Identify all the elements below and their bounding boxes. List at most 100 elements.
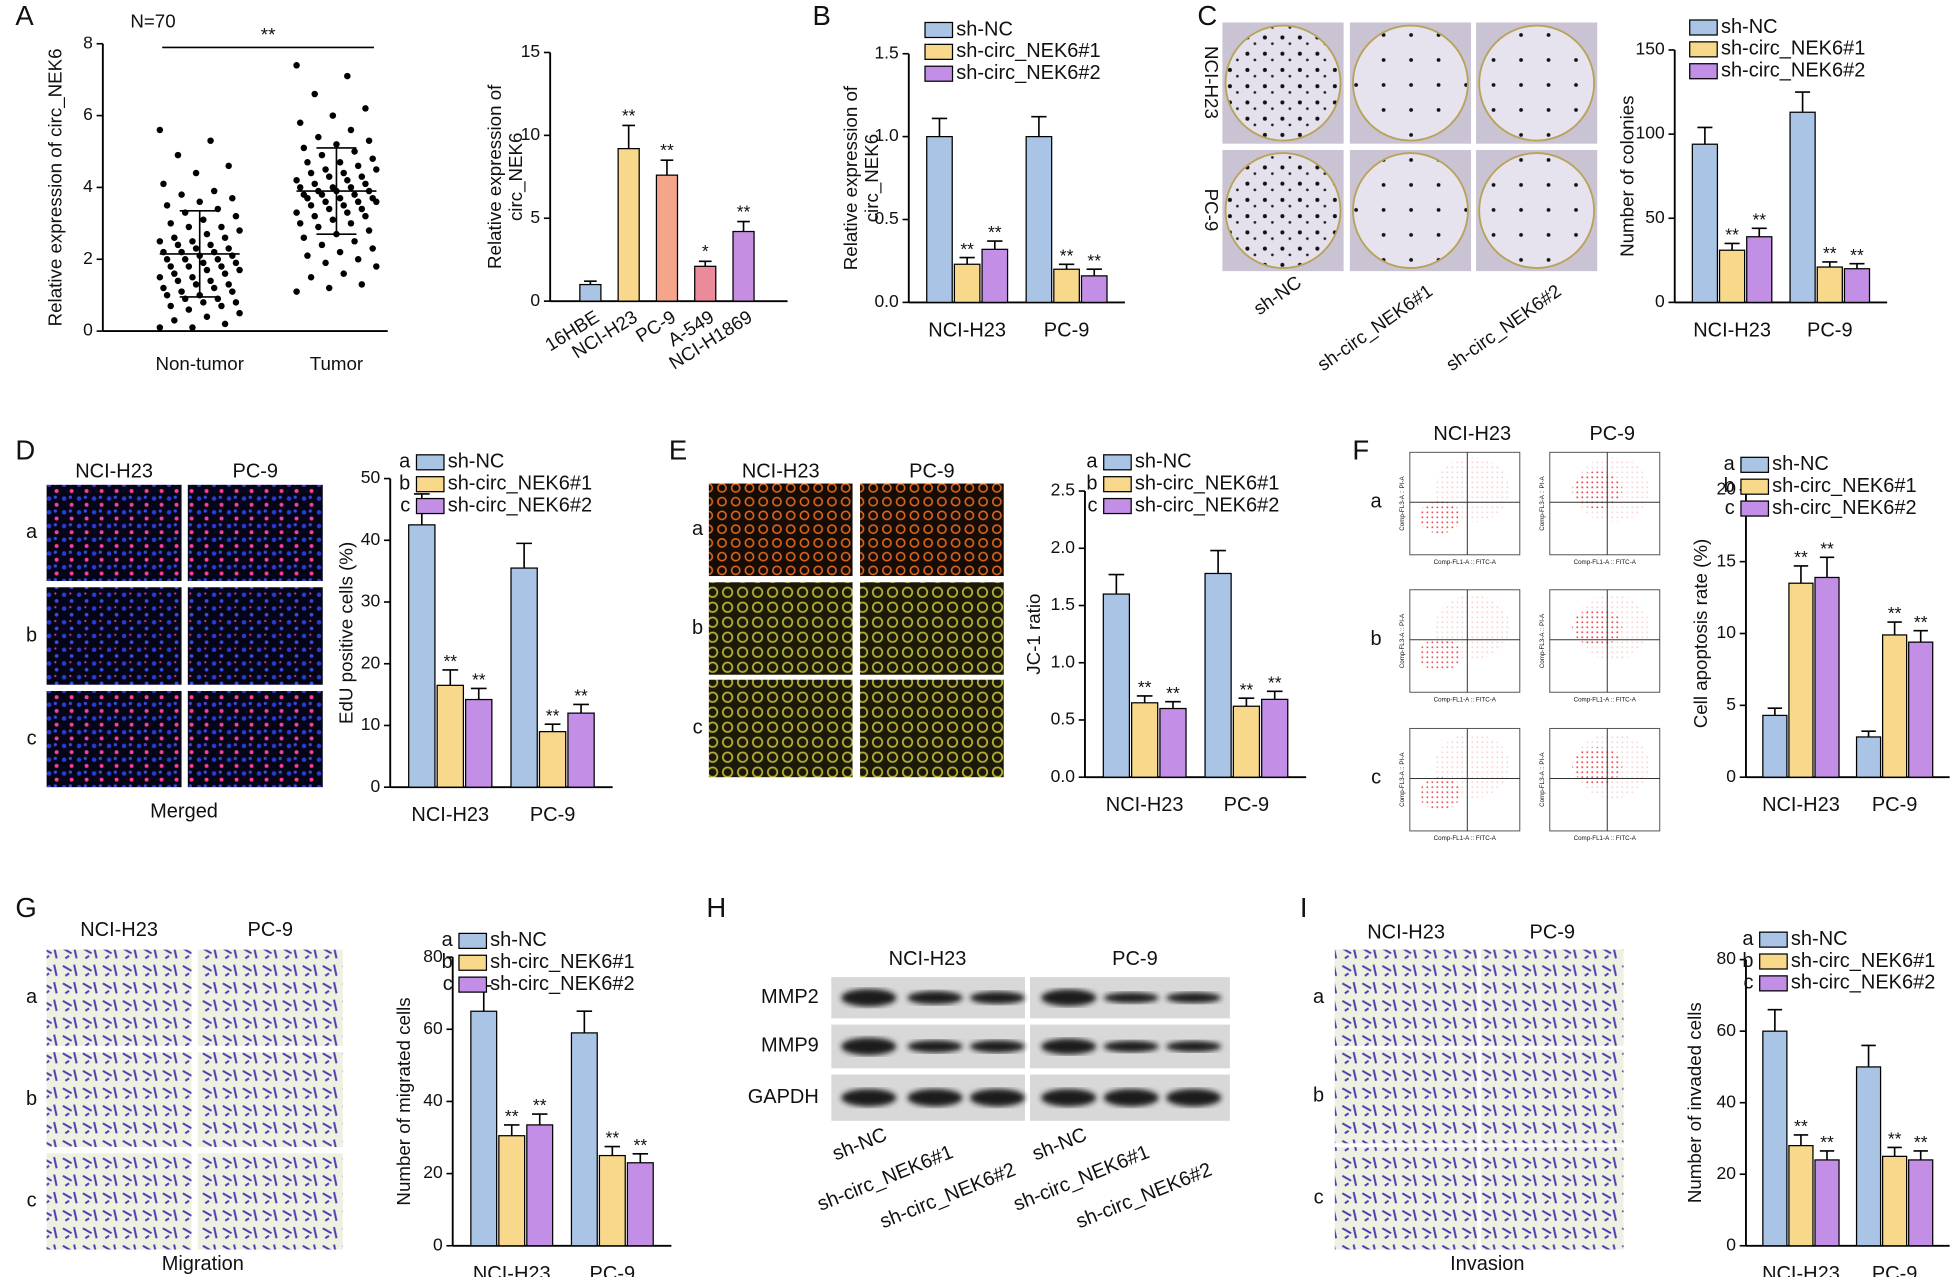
y-axis-label: circ_NEK6 — [861, 134, 883, 222]
blot-band — [1166, 1041, 1222, 1052]
data-point — [185, 223, 193, 231]
blot-band — [841, 988, 897, 1007]
panel-letter: C — [1197, 0, 1217, 31]
y-tick-label: 0.5 — [1051, 709, 1075, 729]
data-point — [171, 270, 178, 277]
y-axis-label: Cell apoptosis rate (%) — [1690, 539, 1711, 729]
error-bar — [1031, 115, 1047, 137]
data-point — [307, 202, 315, 209]
bar — [1102, 593, 1131, 778]
legend-prefix: a — [1724, 453, 1736, 475]
blot-band — [1166, 1088, 1222, 1107]
data-point — [232, 259, 240, 267]
error-bar — [622, 124, 635, 149]
data-point — [300, 144, 308, 152]
data-point — [171, 234, 178, 241]
significance-label: ** — [1850, 245, 1864, 265]
error-bar — [632, 1152, 649, 1163]
blot-band — [1103, 1088, 1159, 1107]
error-bar — [1819, 1150, 1835, 1160]
data-point — [229, 288, 236, 295]
caption: Merged — [150, 800, 218, 822]
significance-label: ** — [472, 670, 486, 690]
data-point — [156, 273, 164, 281]
error-bar — [1767, 707, 1783, 716]
error-bar — [442, 669, 459, 686]
column-label: PC-9 — [909, 461, 955, 483]
significance-label: ** — [1166, 683, 1180, 703]
significance-label: ** — [1268, 672, 1282, 692]
data-point — [311, 180, 318, 188]
data-point — [347, 126, 355, 134]
y-tick-label: 15 — [1717, 550, 1736, 570]
data-point — [185, 306, 193, 313]
y-tick-label: 10 — [1717, 622, 1737, 642]
data-point — [200, 259, 207, 267]
data-point — [221, 320, 229, 328]
data-point — [221, 234, 229, 241]
data-point — [315, 133, 322, 141]
micrograph — [187, 690, 323, 788]
error-bar — [1861, 730, 1876, 737]
legend-prefix: a — [399, 451, 411, 473]
error-bar — [576, 1010, 593, 1033]
error-bar — [1861, 1044, 1876, 1067]
data-point — [174, 151, 182, 159]
legend-swatch — [1689, 63, 1718, 80]
bar — [436, 684, 465, 788]
data-point — [207, 277, 214, 285]
y-tick-label: 1.0 — [1051, 651, 1076, 671]
error-bar — [1913, 629, 1928, 643]
micrograph — [708, 582, 853, 675]
y-tick-label: 2.0 — [1051, 537, 1076, 557]
legend-label: sh-circ_NEK6#1 — [490, 951, 634, 973]
data-point — [358, 281, 366, 288]
data-point — [192, 281, 200, 288]
y-axis-label: EdU positive cells (%) — [336, 542, 357, 724]
micrograph — [1481, 949, 1624, 1046]
y-tick-label: 50 — [1645, 207, 1665, 227]
bar — [465, 698, 493, 788]
error-bar — [516, 542, 532, 569]
row-label: c — [27, 727, 37, 749]
bar — [567, 712, 595, 788]
data-point — [318, 241, 326, 249]
significance-label: ** — [546, 705, 560, 725]
y-tick-label: 40 — [361, 529, 381, 549]
data-point — [336, 159, 344, 166]
data-point — [311, 90, 318, 98]
micrograph — [46, 690, 182, 788]
bar — [570, 1032, 598, 1247]
legend-label: sh-NC — [1791, 928, 1848, 950]
data-point — [340, 270, 347, 277]
data-point — [181, 256, 189, 263]
y-tick-label: 0 — [1726, 1234, 1736, 1254]
y-tick-label: 0 — [433, 1234, 443, 1254]
row-label: a — [26, 986, 38, 1008]
panel-letter: E — [669, 435, 687, 466]
data-point — [304, 252, 311, 259]
legend-label: sh-circ_NEK6#2 — [448, 494, 592, 516]
micrograph — [46, 1052, 192, 1148]
blot-band — [907, 1040, 963, 1053]
micrograph — [1334, 949, 1478, 1046]
legend-label: sh-NC — [448, 451, 505, 473]
significance-label: ** — [1725, 225, 1739, 245]
legend-swatch — [1759, 931, 1788, 948]
y-tick-label: 0.0 — [874, 291, 899, 311]
data-point — [336, 194, 344, 202]
bar — [1843, 268, 1871, 304]
column-label: sh-circ_NEK6#1 — [1313, 280, 1436, 376]
legend-label: sh-circ_NEK6#2 — [956, 62, 1100, 84]
data-point — [351, 238, 358, 245]
data-point — [293, 62, 300, 69]
error-bar — [504, 1124, 520, 1136]
colony-dish — [1352, 24, 1469, 142]
significance-label: ** — [505, 1106, 519, 1126]
legend-label: sh-circ_NEK6#1 — [1721, 38, 1865, 60]
data-point — [296, 220, 304, 227]
legend-swatch — [1759, 975, 1788, 992]
legend-prefix: a — [442, 929, 454, 951]
legend-swatch — [1689, 41, 1718, 58]
